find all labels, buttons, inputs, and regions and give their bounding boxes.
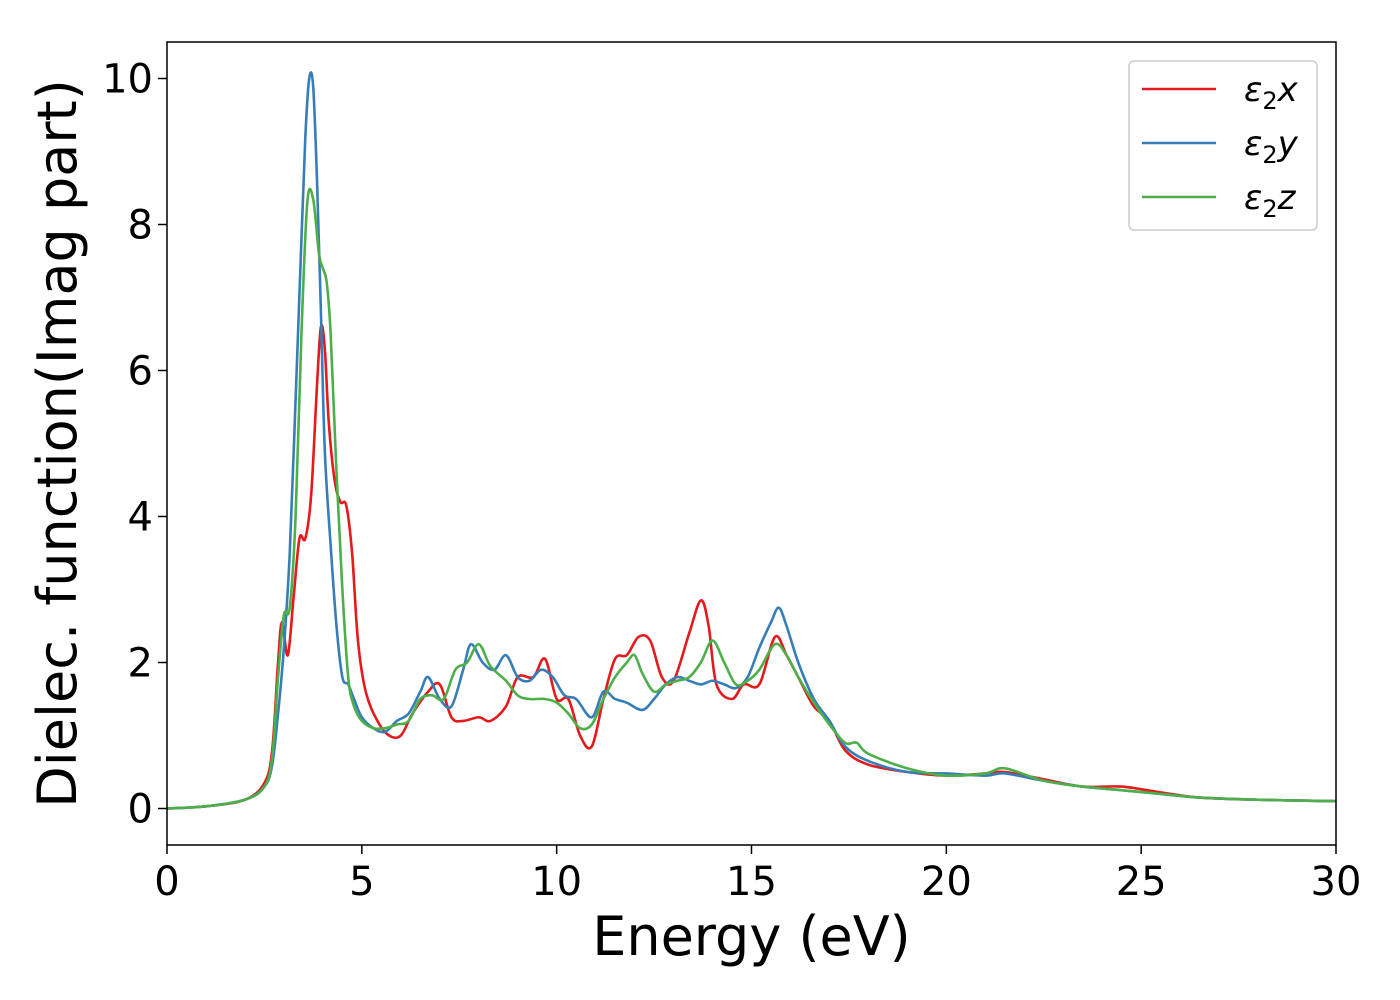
legend-box	[1128, 60, 1318, 231]
y-tick-label: 0	[128, 787, 153, 833]
legend: ε2x ε2y ε2z	[1128, 60, 1318, 231]
legend-label: ε2x	[1244, 70, 1299, 115]
y-axis-label: Dielec. function(Imag part)	[26, 79, 89, 808]
legend-item-x: ε2x	[1142, 70, 1299, 115]
series-line-x	[167, 323, 1336, 810]
x-axis: 0 5 10 15 20 25 30	[154, 845, 1361, 905]
legend-label: ε2y	[1244, 124, 1299, 169]
x-tick-label: 20	[921, 859, 972, 905]
y-tick-label: 4	[128, 495, 153, 541]
y-tick-label: 10	[102, 57, 153, 103]
y-tick-label: 6	[128, 349, 153, 395]
series-line-y	[167, 71, 1336, 810]
series-line-z	[167, 187, 1336, 810]
x-tick-label: 5	[349, 859, 374, 905]
x-tick-label: 30	[1311, 859, 1362, 905]
y-tick-label: 2	[128, 641, 153, 687]
x-tick-label: 15	[726, 859, 777, 905]
y-tick-label: 8	[128, 203, 153, 249]
x-axis-label: Energy (eV)	[592, 905, 911, 968]
x-tick-label: 25	[1116, 859, 1167, 905]
legend-item-y: ε2y	[1142, 124, 1299, 169]
y-axis: 0 2 4 6 8 10	[102, 57, 167, 833]
legend-label: ε2z	[1244, 178, 1297, 223]
legend-item-z: ε2z	[1142, 178, 1297, 223]
x-tick-label: 10	[531, 859, 582, 905]
x-tick-label: 0	[154, 859, 179, 905]
plot-area	[167, 71, 1336, 810]
